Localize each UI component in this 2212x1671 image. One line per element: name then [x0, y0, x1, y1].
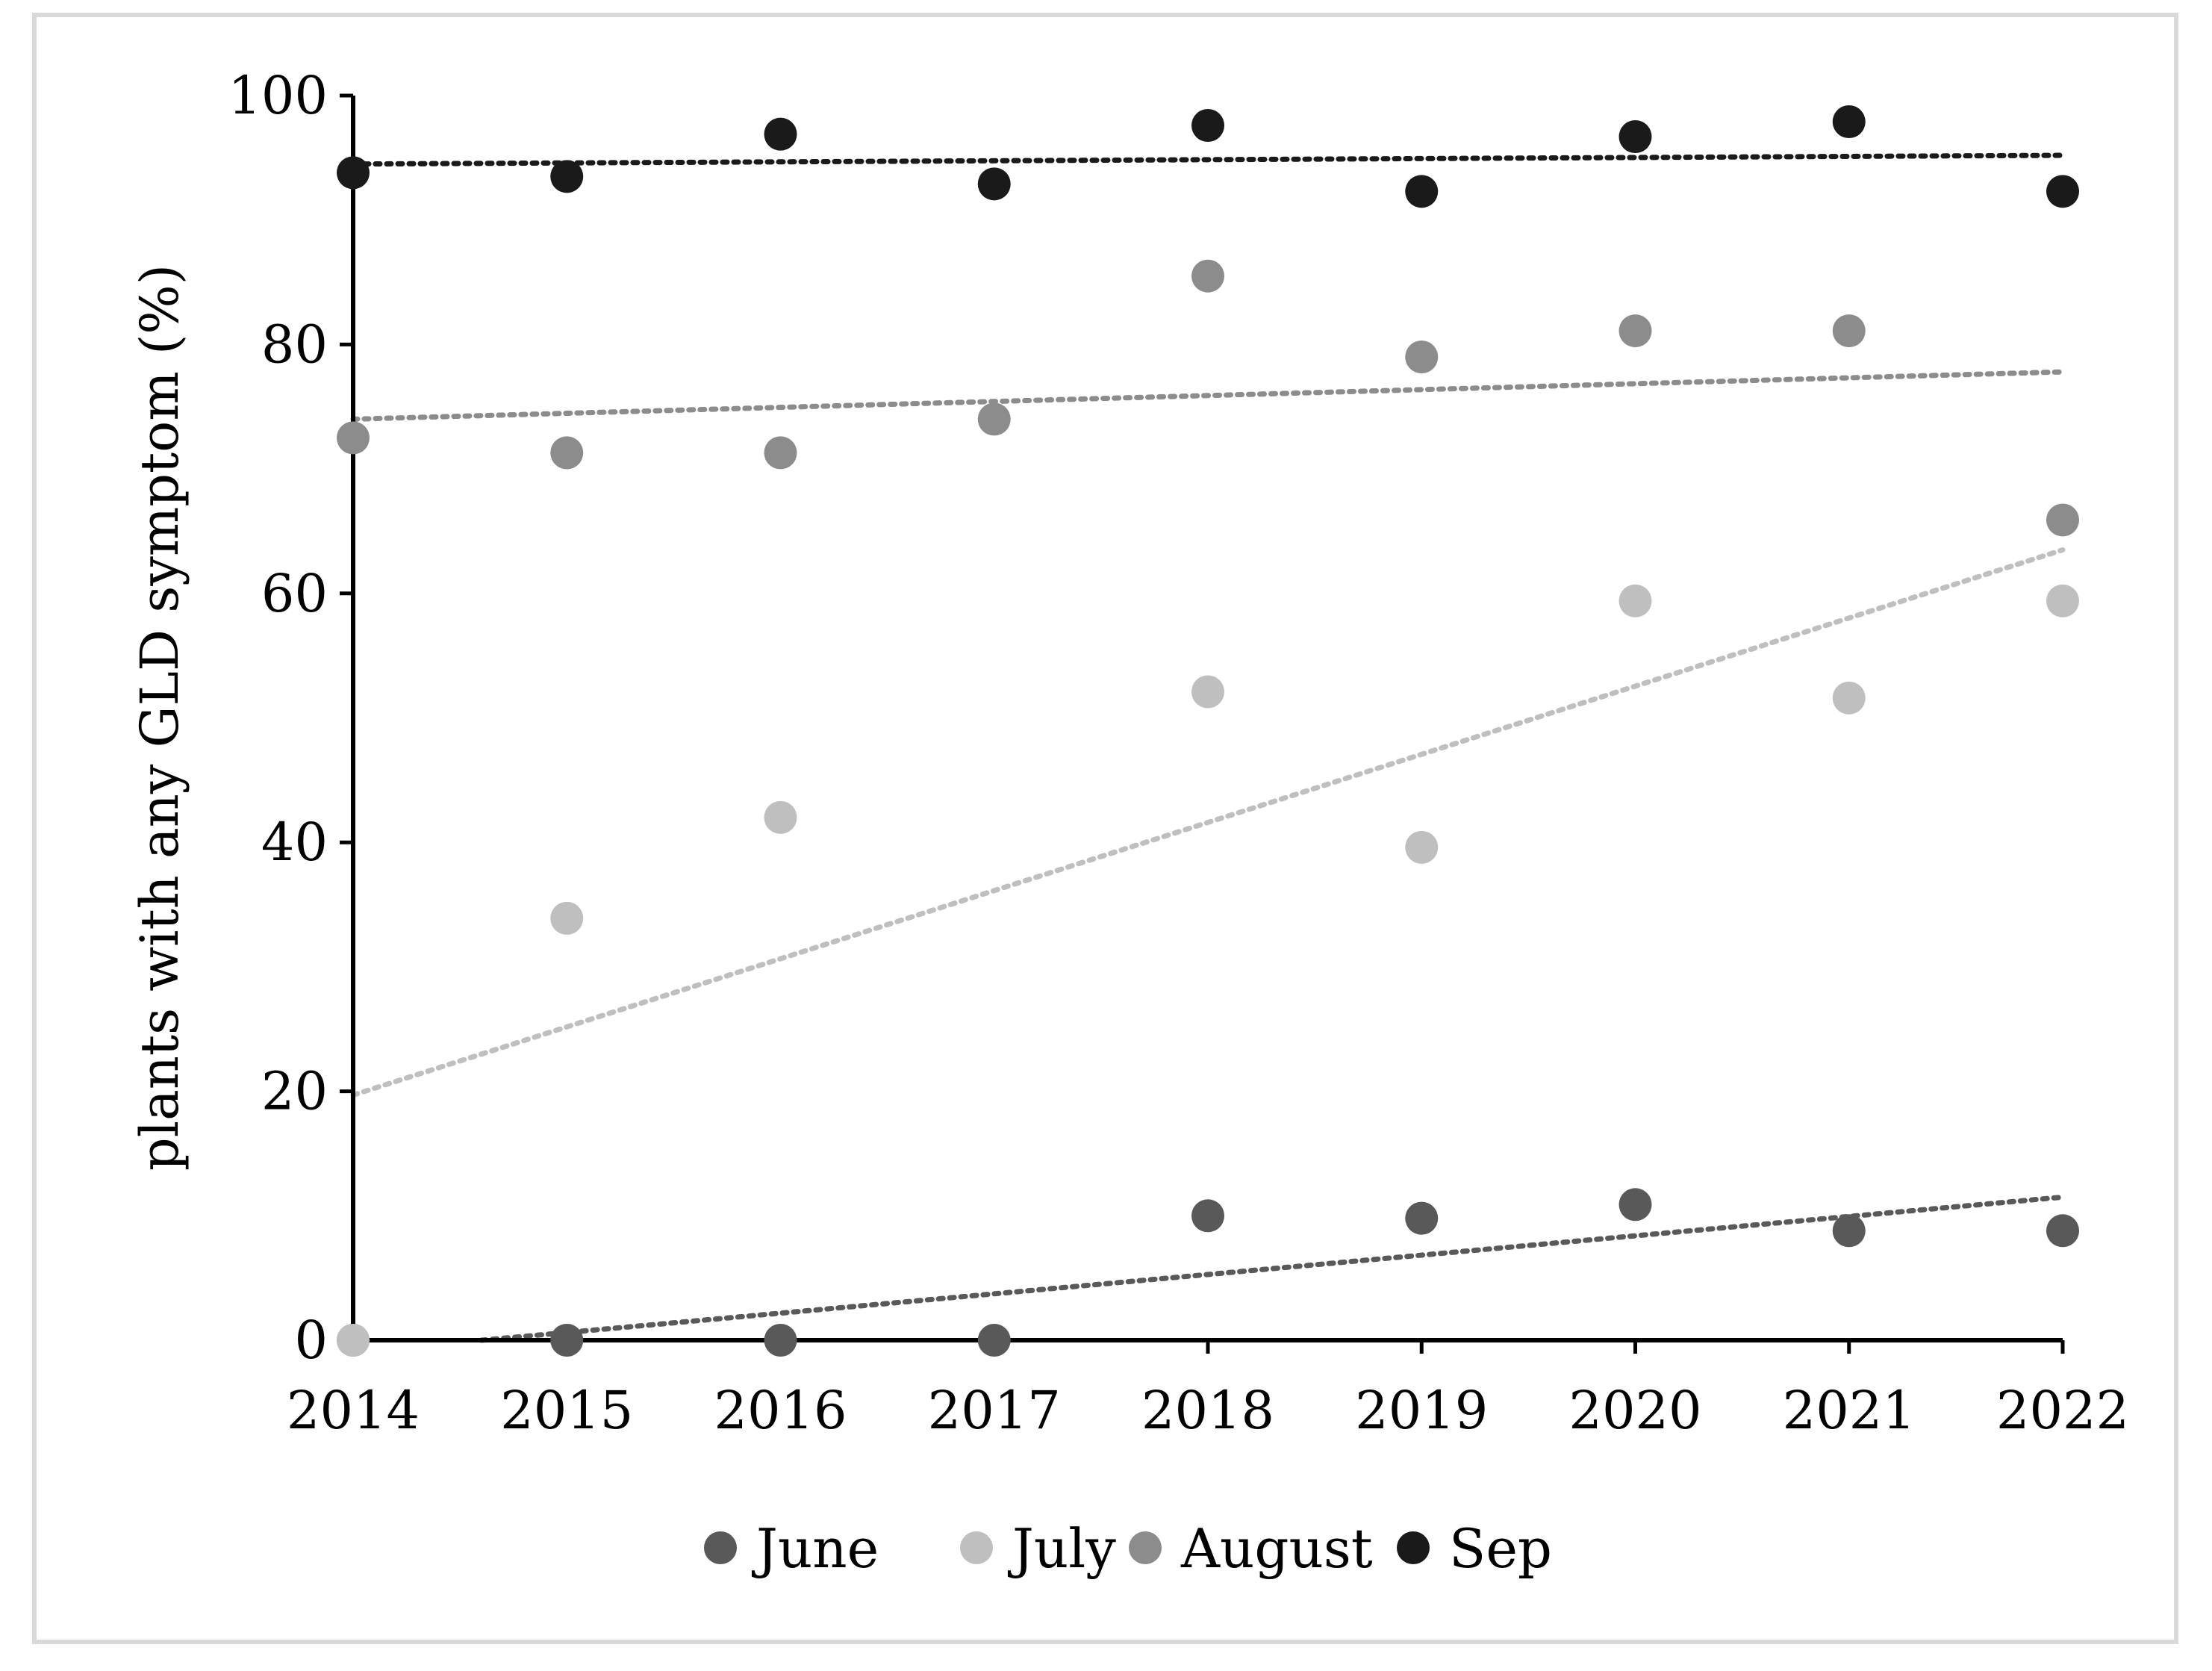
- point-july-2022: [2046, 584, 2079, 617]
- y-tick-label: 60: [261, 563, 328, 624]
- point-august-2020: [1619, 314, 1652, 348]
- legend-label: June: [751, 1517, 879, 1580]
- legend: June July August Sep: [704, 1517, 1552, 1580]
- point-sep-2014: [337, 156, 370, 190]
- legend-marker: [960, 1531, 993, 1564]
- point-sep-2018: [1191, 109, 1224, 143]
- trendline-july: [350, 547, 2066, 1098]
- x-tick-label: 2015: [500, 1380, 633, 1441]
- x-tick-label: 2020: [1568, 1380, 1701, 1441]
- point-august-2021: [1832, 314, 1866, 348]
- x-tick-label: 2019: [1355, 1380, 1488, 1441]
- point-august-2014: [337, 421, 370, 455]
- point-july-2014: [337, 1324, 370, 1357]
- point-sep-2019: [1405, 175, 1439, 208]
- point-july-2016: [764, 800, 797, 834]
- x-tick-label: 2018: [1141, 1380, 1274, 1441]
- y-tick-label: 80: [261, 314, 328, 375]
- point-july-2020: [1619, 584, 1652, 617]
- y-tick-label: 40: [261, 812, 328, 873]
- point-sep-2022: [2046, 175, 2079, 208]
- legend-item-june: June: [704, 1517, 879, 1580]
- point-sep-2015: [550, 160, 584, 193]
- point-june-2021: [1832, 1214, 1866, 1248]
- point-sep-2016: [764, 117, 797, 151]
- trendlines: [350, 152, 2066, 1343]
- trendline-august: [350, 369, 2066, 422]
- point-august-2019: [1405, 340, 1439, 374]
- point-sep-2020: [1619, 120, 1652, 154]
- x-tick-label: 2021: [1783, 1380, 1916, 1441]
- trendline-june: [479, 1194, 2066, 1343]
- legend-item-july: July: [960, 1517, 1116, 1580]
- legend-marker: [704, 1531, 737, 1564]
- legend-marker: [1397, 1531, 1430, 1564]
- trendline-sep: [350, 152, 2066, 167]
- point-june-2017: [977, 1324, 1011, 1357]
- point-june-2022: [2046, 1214, 2079, 1248]
- point-july-2021: [1832, 681, 1866, 715]
- point-july-2019: [1405, 830, 1439, 864]
- point-august-2022: [2046, 503, 2079, 537]
- point-june-2020: [1619, 1188, 1652, 1222]
- point-july-2015: [550, 901, 584, 935]
- legend-label: Sep: [1449, 1517, 1552, 1580]
- point-august-2015: [550, 436, 584, 470]
- legend-marker: [1129, 1531, 1162, 1564]
- point-august-2016: [764, 436, 797, 470]
- x-tick-label: 2014: [287, 1380, 420, 1441]
- point-june-2015: [550, 1324, 584, 1357]
- point-june-2016: [764, 1324, 797, 1357]
- point-june-2019: [1405, 1201, 1439, 1235]
- point-june-2018: [1191, 1199, 1224, 1233]
- legend-item-sep: Sep: [1397, 1517, 1552, 1580]
- x-tick-label: 2016: [714, 1380, 847, 1441]
- y-tick-label: 0: [294, 1310, 328, 1371]
- legend-label: August: [1180, 1517, 1373, 1580]
- x-tick-label: 2017: [928, 1380, 1061, 1441]
- legend-item-august: August: [1129, 1517, 1373, 1580]
- y-axis-title: plants with any GLD symptom (%): [129, 264, 190, 1171]
- point-sep-2017: [977, 167, 1011, 201]
- y-tick-label: 20: [261, 1061, 328, 1122]
- data-points: [337, 105, 2079, 1357]
- point-july-2018: [1191, 675, 1224, 709]
- x-tick-label: 2022: [1996, 1380, 2129, 1441]
- y-tick-label: 100: [228, 65, 328, 126]
- ticks: 0 20 40 60 80 100 2014 2015 2016 2017 2018 2019 2020…: [228, 65, 2129, 1441]
- chart-frame: [32, 13, 2178, 1644]
- point-august-2018: [1191, 259, 1224, 293]
- point-sep-2021: [1832, 105, 1866, 139]
- point-august-2017: [977, 402, 1011, 436]
- legend-label: July: [1007, 1517, 1116, 1580]
